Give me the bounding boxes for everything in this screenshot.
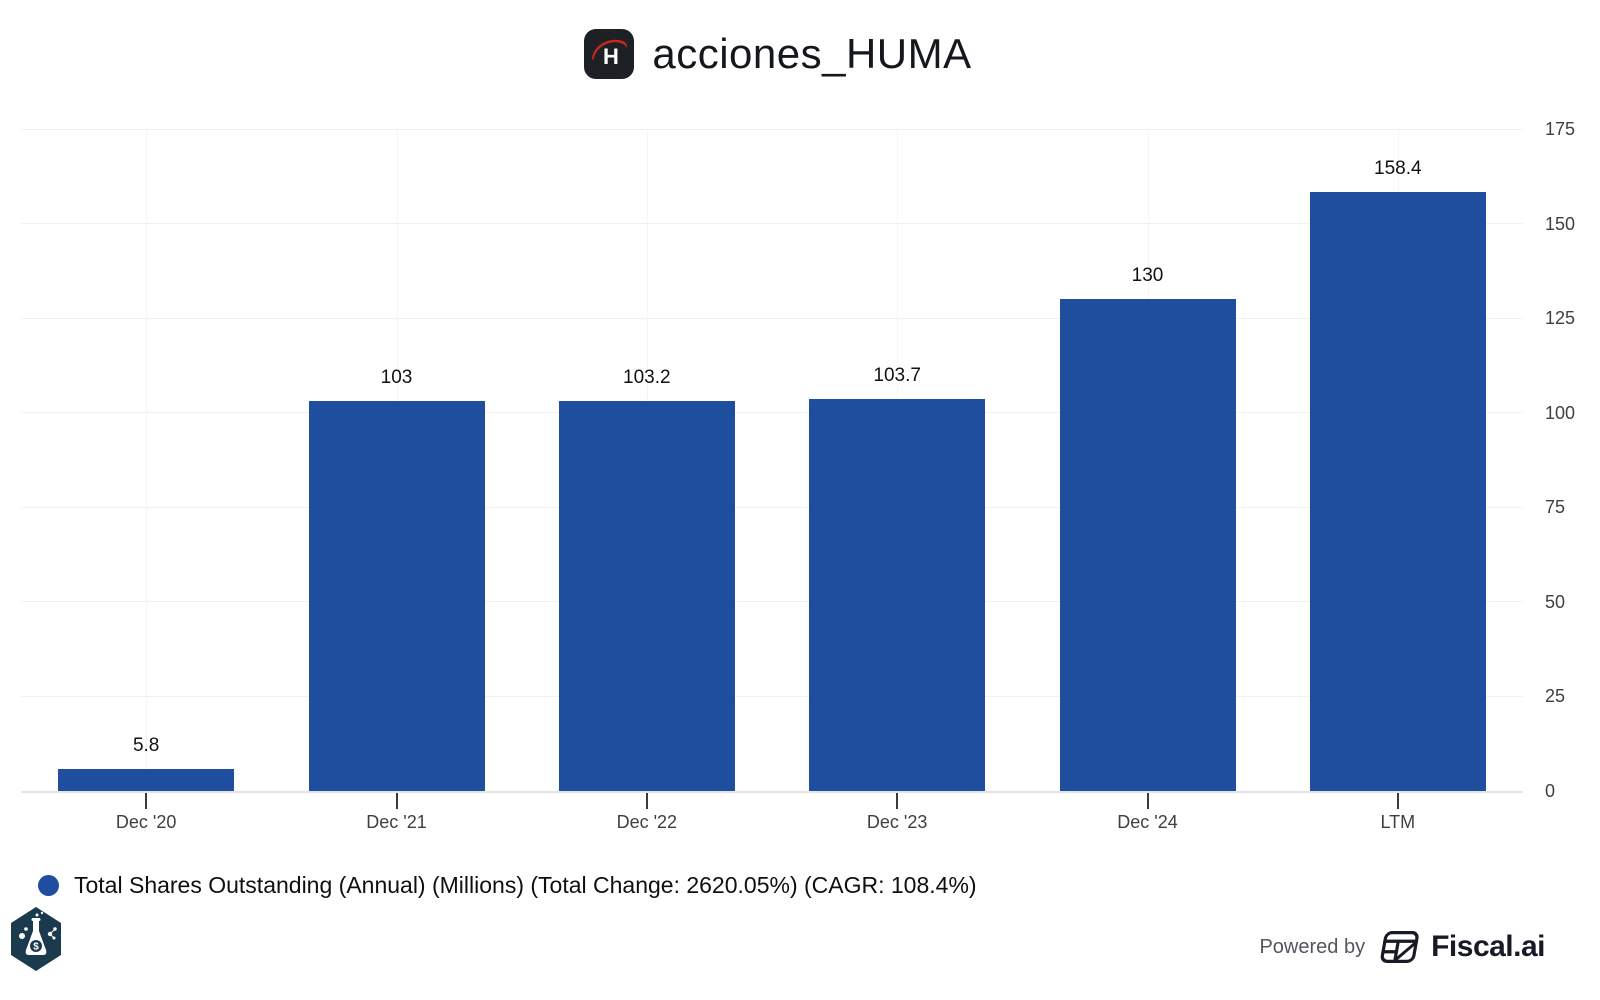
gridline-horizontal [21,128,1523,130]
bar-value-label: 103 [380,367,413,389]
y-axis-tick-label: 100 [1545,402,1576,423]
bar-dec-20[interactable] [58,769,235,791]
x-axis-tick-label: LTM [1380,812,1416,832]
x-axis-tick-label: Dec '24 [1117,812,1178,832]
bar-value-label: 103.7 [873,364,921,386]
gridline-horizontal [21,412,1523,414]
gridline-horizontal [21,695,1523,697]
gridline-horizontal [21,506,1523,508]
legend-marker-icon [38,875,59,896]
chart-header: H acciones_HUMA [0,28,1555,80]
powered-by-text: Powered by [1259,935,1366,958]
svg-text:H: H [603,44,619,69]
x-axis-tick [1396,793,1399,809]
x-axis-tick-label: Dec '22 [616,812,678,832]
x-axis-tick [1146,793,1149,809]
x-axis-line [21,791,1523,793]
x-axis-tick-label: Dec '23 [866,812,928,832]
x-axis-tick [896,793,899,809]
gridline-horizontal [21,317,1523,319]
y-axis-tick-label: 50 [1545,591,1566,612]
bar-dec-24[interactable] [1059,299,1236,791]
y-axis-tick-label: 175 [1545,119,1576,139]
powered-by[interactable]: Powered by Fiscal.ai [1259,926,1545,968]
gridline-vertical [146,129,148,791]
bar-ltm[interactable] [1309,191,1486,791]
x-axis-tick [145,793,148,809]
lab-badge: $ [7,906,65,972]
fiscal-brand-text: Fiscal.ai [1431,930,1545,963]
y-axis-tick-label: 0 [1545,781,1556,801]
x-axis-tick [645,793,648,809]
gridline-horizontal [21,223,1523,225]
lab-flask-icon: $ [11,907,61,971]
legend[interactable]: Total Shares Outstanding (Annual) (Milli… [38,872,977,899]
bar-value-label: 130 [1131,265,1164,287]
y-axis-tick-label: 150 [1545,213,1576,234]
y-axis-tick-label: 75 [1545,497,1566,518]
x-axis-tick-label: Dec '20 [115,812,177,832]
svg-text:$: $ [33,942,39,953]
y-axis-tick-label: 25 [1545,686,1566,707]
x-axis-tick-label: Dec '21 [366,812,427,832]
chart-title: acciones_HUMA [652,30,972,77]
y-axis-tick-label: 125 [1545,308,1576,329]
bar-dec-23[interactable] [809,398,986,791]
bar-value-label: 103.2 [623,366,671,388]
legend-label: Total Shares Outstanding (Annual) (Milli… [74,872,977,898]
gridline-horizontal [21,601,1523,603]
x-axis-tick [395,793,398,809]
fiscal-logo-icon [1380,931,1419,963]
bar-value-label: 158.4 [1374,157,1422,179]
huma-logo-icon: H [584,29,635,79]
bar-value-label: 5.8 [132,735,160,757]
bar-dec-22[interactable] [558,400,735,791]
bar-dec-21[interactable] [308,401,485,791]
